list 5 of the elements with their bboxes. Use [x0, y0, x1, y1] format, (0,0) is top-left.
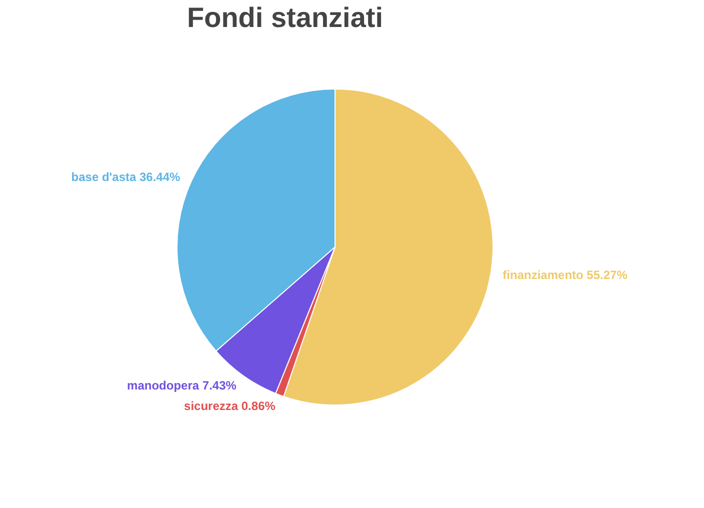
slice-label: sicurezza 0.86% — [184, 399, 276, 414]
slice-label: base d'asta 36.44% — [71, 170, 181, 184]
slice-label: finanziamento 55.27% — [502, 268, 628, 282]
chart-title: Fondi stanziati — [187, 2, 383, 33]
slice-label: manodopera 7.43% — [127, 378, 237, 392]
